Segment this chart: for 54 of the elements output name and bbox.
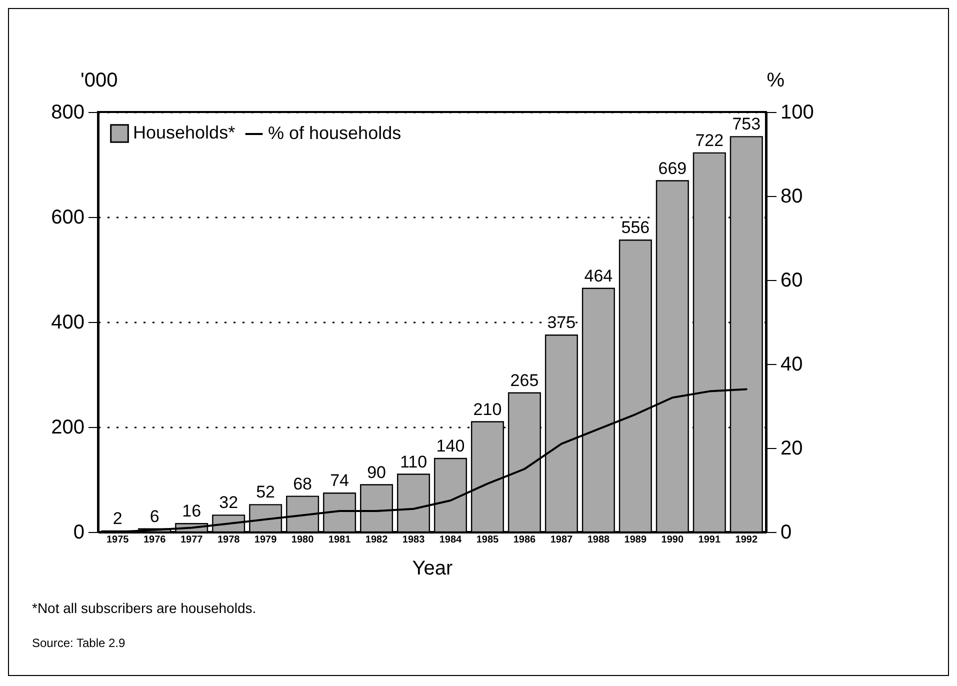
data-label: 90 bbox=[367, 462, 386, 482]
y2-tick-label: 20 bbox=[780, 438, 803, 460]
x-tick-label: 1977 bbox=[180, 534, 204, 546]
data-label: 669 bbox=[658, 158, 687, 178]
data-label: 722 bbox=[695, 130, 724, 150]
x-tick-label: 1983 bbox=[402, 534, 426, 546]
data-label: 265 bbox=[510, 370, 539, 390]
x-tick-label: 1981 bbox=[328, 534, 352, 546]
text: *Not all subscribers are households. bbox=[32, 600, 256, 616]
data-label: 74 bbox=[330, 471, 349, 490]
x-tick-label: 1987 bbox=[550, 534, 574, 546]
x-tick-label: 1988 bbox=[587, 534, 610, 546]
y2-tick-label: 0 bbox=[780, 522, 792, 544]
data-label: 210 bbox=[473, 400, 502, 419]
data-label: 6 bbox=[150, 506, 160, 526]
x-tick-label: 1984 bbox=[439, 534, 462, 546]
data-label: 32 bbox=[219, 493, 238, 512]
data-label: 375 bbox=[547, 313, 576, 332]
y2-tick-label: 100 bbox=[780, 102, 814, 124]
data-label: 110 bbox=[400, 452, 428, 472]
x-tick-label: 1992 bbox=[735, 534, 758, 546]
x-tick-label: 1982 bbox=[365, 534, 388, 546]
x-tick-label: 1985 bbox=[476, 534, 500, 546]
data-label: 140 bbox=[436, 436, 465, 456]
x-tick-label: 1975 bbox=[106, 534, 130, 546]
data-label: 2 bbox=[112, 508, 122, 528]
x-tick-label: 1991 bbox=[698, 534, 721, 546]
y2-tick-label: 60 bbox=[780, 270, 803, 292]
y2-tick-label: 40 bbox=[780, 354, 803, 376]
data-label: 464 bbox=[584, 266, 613, 286]
data-label: 16 bbox=[182, 502, 202, 521]
y-tick-label: 800 bbox=[51, 102, 84, 124]
y-tick-label: 600 bbox=[51, 206, 84, 228]
legend-label: % of households bbox=[268, 123, 402, 143]
x-tick-label: 1986 bbox=[513, 534, 536, 546]
source-note: Source: Table 2.9 bbox=[32, 636, 126, 650]
x-tick-label: 1989 bbox=[624, 534, 647, 546]
x-tick-label: 1980 bbox=[291, 534, 314, 546]
y-tick-label: 0 bbox=[73, 522, 84, 544]
y-tick-label: 200 bbox=[51, 416, 84, 438]
y-tick-label: 400 bbox=[51, 312, 84, 334]
x-axis-title: Year bbox=[412, 558, 454, 580]
legend-label: Households* bbox=[133, 122, 236, 142]
y2-axis-title: % bbox=[766, 70, 785, 92]
y2-tick-label: 80 bbox=[780, 186, 803, 208]
y-axis-title: '000 bbox=[80, 70, 118, 92]
x-tick-label: 1979 bbox=[254, 534, 278, 546]
x-tick-label: 1978 bbox=[217, 534, 240, 546]
data-label: 753 bbox=[732, 114, 761, 134]
data-label: 556 bbox=[621, 218, 650, 238]
data-label: 52 bbox=[256, 482, 276, 502]
x-tick-label: 1990 bbox=[661, 534, 684, 546]
x-tick-label: 1976 bbox=[143, 534, 166, 546]
data-label: 68 bbox=[293, 474, 312, 494]
